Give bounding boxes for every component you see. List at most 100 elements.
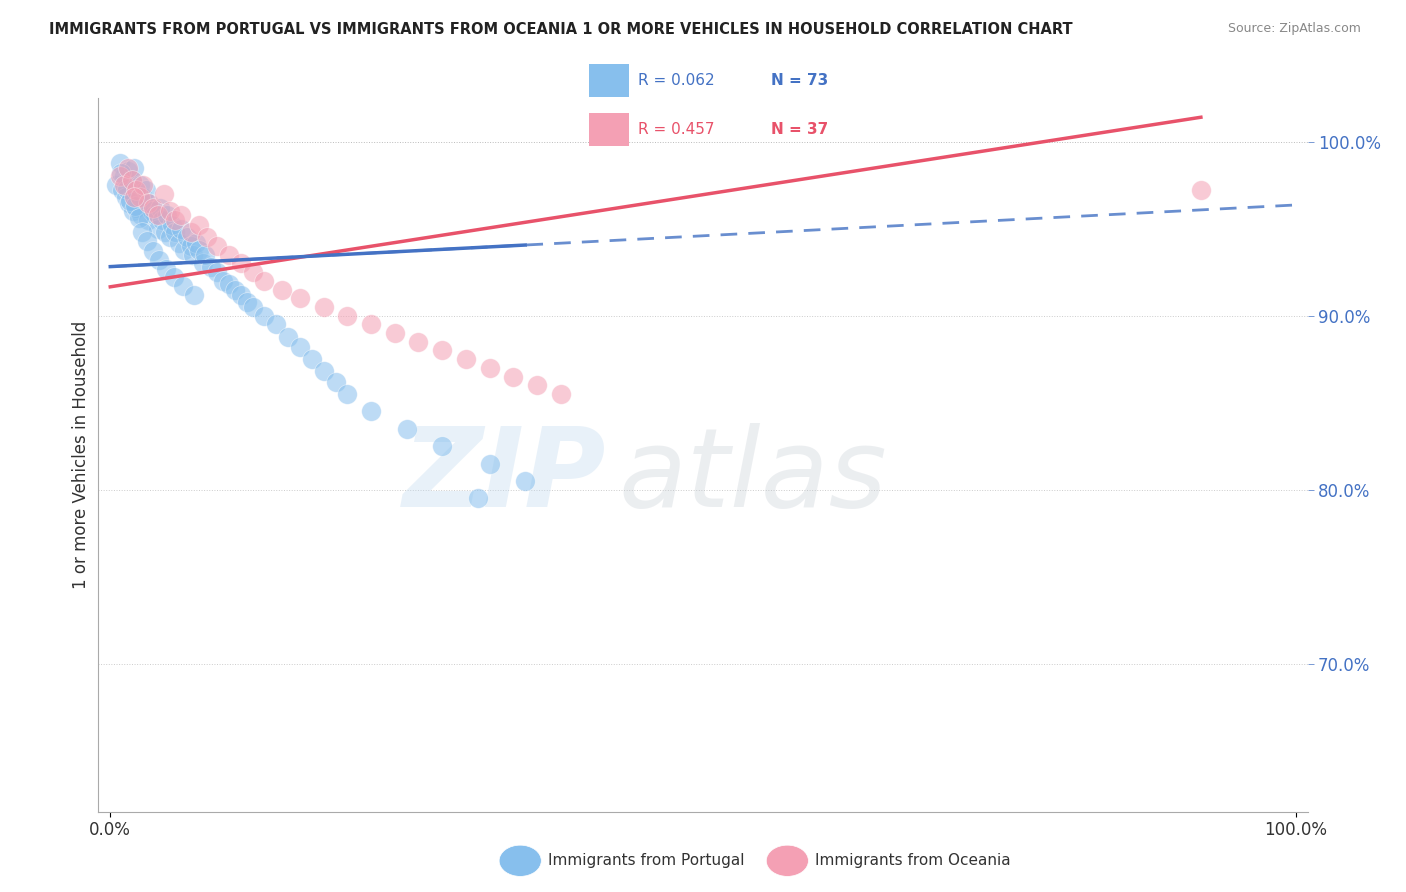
Point [114,178,136,193]
Point [180,239,202,253]
Text: ZIP: ZIP [402,423,606,530]
Point [301,352,323,367]
Point [165,213,187,227]
Point [127,186,149,201]
Point [165,225,187,239]
Point [467,491,489,506]
Point [122,190,145,204]
Point [115,181,138,195]
Point [121,173,143,187]
FancyBboxPatch shape [589,113,628,145]
Point [242,300,264,314]
Point [120,194,142,208]
Point [125,201,148,215]
Point [212,274,235,288]
Point [188,243,211,257]
Point [138,195,160,210]
Point [336,309,359,323]
Point [111,183,134,197]
Point [264,318,287,332]
Point [105,178,128,193]
Point [110,166,132,180]
Point [129,178,152,193]
Point [550,387,572,401]
Point [181,248,204,262]
Point [288,291,311,305]
Point [148,252,170,267]
Text: IMMIGRANTS FROM PORTUGAL VS IMMIGRANTS FROM OCEANIA 1 OR MORE VEHICLES IN HOUSEH: IMMIGRANTS FROM PORTUGAL VS IMMIGRANTS F… [49,22,1073,37]
Point [156,208,179,222]
Point [136,195,159,210]
Point [173,243,195,257]
Point [194,248,217,262]
Point [478,360,501,375]
Point [432,343,454,358]
Point [117,164,139,178]
Point [502,369,524,384]
Point [176,230,198,244]
Point [132,190,155,204]
Point [172,279,194,293]
Point [1189,183,1212,197]
Point [117,161,139,175]
Point [360,318,382,332]
Point [143,208,166,222]
Point [141,204,163,219]
FancyBboxPatch shape [589,64,628,96]
Point [155,261,177,276]
Point [197,230,219,244]
Point [149,201,172,215]
Point [277,329,299,343]
Y-axis label: 1 or more Vehicles in Household: 1 or more Vehicles in Household [72,321,90,589]
Point [135,183,157,197]
Point [136,234,159,248]
Point [312,300,335,314]
Point [129,190,152,204]
Point [129,208,152,222]
Point [153,225,176,239]
Point [218,277,240,292]
Text: Immigrants from Portugal: Immigrants from Portugal [548,854,745,868]
Point [526,378,548,392]
Text: R = 0.062: R = 0.062 [638,72,714,87]
Point [159,230,181,244]
Point [108,169,131,184]
Point [160,218,183,232]
Point [170,221,193,235]
Point [131,225,153,239]
Point [271,283,294,297]
Point [122,161,145,175]
Point [229,256,252,270]
Point [312,364,335,378]
Point [152,186,174,201]
Point [121,204,143,219]
Point [114,190,136,204]
Point [408,334,430,349]
Point [224,283,246,297]
Text: Immigrants from Oceania: Immigrants from Oceania [815,854,1011,868]
Point [118,195,141,210]
Point [163,270,186,285]
Text: atlas: atlas [619,423,887,530]
Point [191,256,214,270]
Point [183,287,205,301]
Point [121,173,143,187]
Point [180,225,202,239]
Point [142,244,165,259]
Text: R = 0.457: R = 0.457 [638,122,714,137]
Point [205,239,228,253]
Point [128,211,150,226]
Point [360,404,382,418]
Point [218,248,240,262]
Point [142,201,165,215]
Point [325,375,347,389]
Point [395,422,418,436]
Point [167,235,190,250]
Point [336,387,359,401]
Point [114,169,136,184]
Point [152,213,174,227]
Point [432,439,454,453]
Point [229,287,252,301]
Ellipse shape [499,846,541,876]
Point [242,265,264,279]
